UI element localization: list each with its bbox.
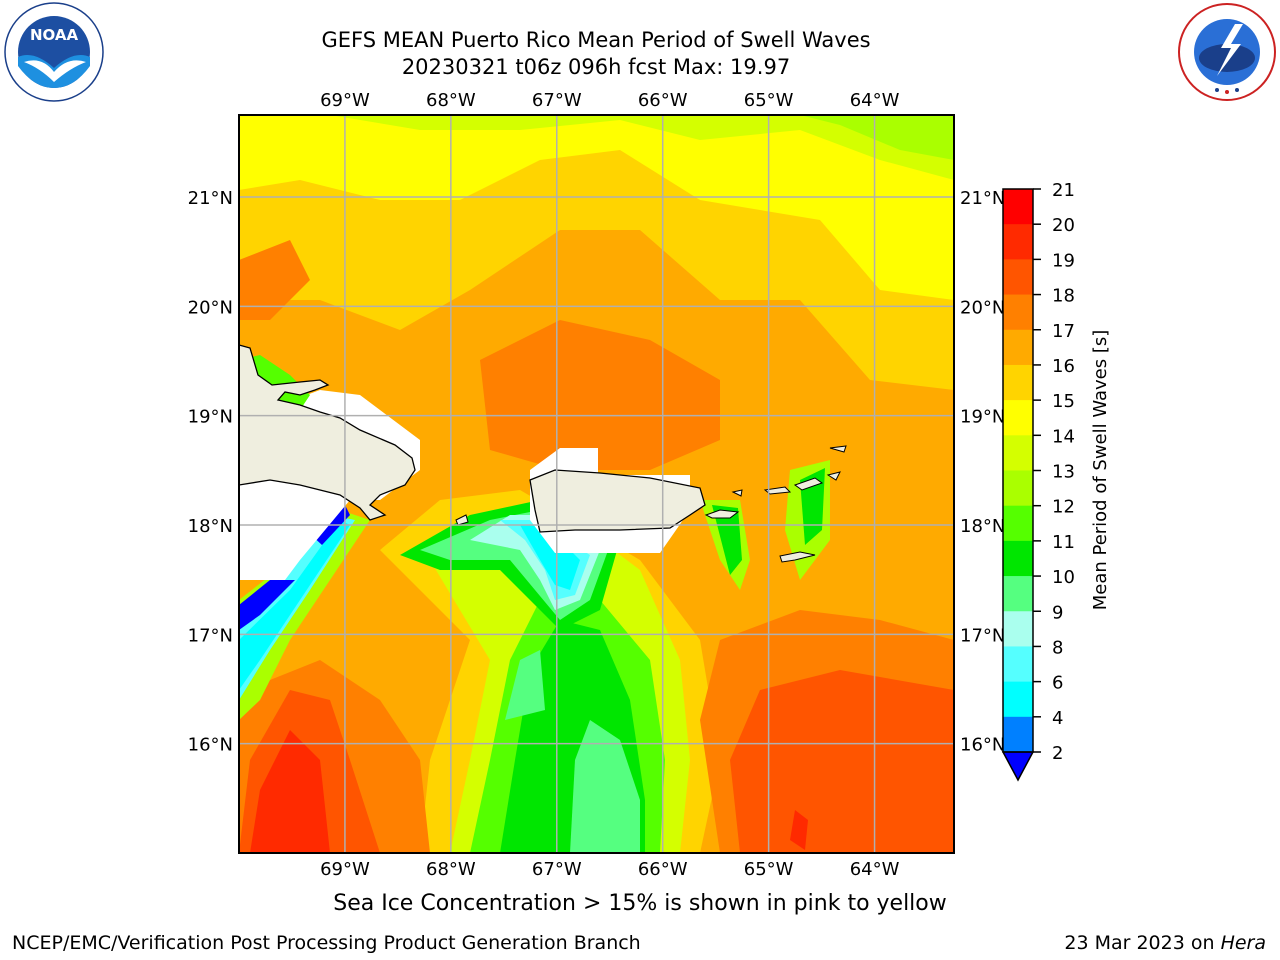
colorbar-tick-label: 11 xyxy=(1052,532,1075,553)
field-17-west xyxy=(239,240,310,320)
longitude-label: 66°W xyxy=(638,90,688,111)
footer-host: Hera xyxy=(1220,932,1266,954)
land-tortola xyxy=(793,477,824,491)
colorbar-tick-label: 13 xyxy=(1052,462,1075,483)
colorbar-tick-label: 4 xyxy=(1052,708,1063,729)
latitude-label: 16°N xyxy=(960,735,1005,756)
latitude-label: 18°N xyxy=(188,516,233,537)
field-17-core xyxy=(480,320,720,470)
colorbar-tick-label: 2 xyxy=(1052,743,1063,764)
colorbar-swatch xyxy=(1003,435,1033,471)
colorbar-tick-label: 20 xyxy=(1052,215,1075,236)
colorbar-swatch xyxy=(1003,716,1033,753)
land-vieques xyxy=(704,509,740,519)
chart-title: GEFS MEAN Puerto Rico Mean Period of Swe… xyxy=(321,28,871,52)
field-15-north xyxy=(239,115,954,300)
nws-logo xyxy=(1178,3,1276,101)
footer-branch: NCEP/EMC/Verification Post Processing Pr… xyxy=(12,932,641,954)
colorbar-swatch xyxy=(1003,470,1033,507)
colorbar-swatch xyxy=(1003,646,1033,683)
latitude-label: 16°N xyxy=(188,735,233,756)
colorbar-tick-label: 9 xyxy=(1052,602,1063,623)
field-10-south xyxy=(570,720,640,853)
swell-period-field xyxy=(239,115,954,853)
colorbar-extend-arrow xyxy=(1001,751,1035,782)
longitude-label: 65°W xyxy=(744,859,794,880)
colorbar-tick-label: 17 xyxy=(1052,321,1075,342)
latitude-label: 18°N xyxy=(960,516,1005,537)
gridlines xyxy=(239,115,954,853)
field-2-west xyxy=(239,580,295,630)
colorbar: 21 20 19 18 17 16 15 14 13 12 11 10 9 8 6 4 2 xyxy=(1001,180,1075,782)
colorbar-swatch xyxy=(1003,611,1033,647)
field-6-west xyxy=(239,520,350,690)
sea-ice-note: Sea Ice Concentration > 15% is shown in … xyxy=(333,891,947,916)
colorbar-swatch xyxy=(1003,400,1033,436)
land-culebra xyxy=(731,489,743,497)
map-frame xyxy=(238,114,955,854)
land-hispaniola xyxy=(239,344,416,521)
colorbar-tick-label: 18 xyxy=(1052,286,1075,307)
longitude-label: 69°W xyxy=(320,859,370,880)
colorbar-label: Mean Period of Swell Waves [s] xyxy=(1090,330,1111,611)
latitude-label: 21°N xyxy=(188,188,233,209)
longitude-label: 66°W xyxy=(638,859,688,880)
colorbar-tick-label: 6 xyxy=(1052,673,1063,694)
field-13-west xyxy=(239,510,370,720)
field-10-patch xyxy=(505,650,545,720)
colorbar-swatch xyxy=(1003,294,1033,331)
field-11-east xyxy=(712,505,742,575)
field-19-se xyxy=(790,810,808,850)
field-19-sw xyxy=(250,730,330,853)
colorbar-swatch xyxy=(1003,681,1033,718)
field-13-north xyxy=(800,115,954,160)
latitude-label: 19°N xyxy=(188,407,233,428)
longitude-label: 67°W xyxy=(532,90,582,111)
field-6-plume xyxy=(520,525,580,590)
colorbar-swatch xyxy=(1003,505,1033,542)
colorbar-swatch xyxy=(1003,259,1033,296)
colorbar-tick-label: 15 xyxy=(1052,391,1075,412)
colorbar-tick-label: 8 xyxy=(1052,637,1063,658)
colorbar-tick-label: 12 xyxy=(1052,497,1075,518)
chart-subtitle: 20230321 t06z 096h fcst Max: 19.97 xyxy=(401,55,791,79)
noaa-logo: NOAA xyxy=(4,2,104,102)
longitude-label: 68°W xyxy=(426,859,476,880)
footer-date: 23 Mar 2023 on Hera xyxy=(1064,932,1266,954)
latitude-label: 21°N xyxy=(960,188,1005,209)
colorbar-swatch xyxy=(1003,224,1033,260)
land-mona xyxy=(455,514,469,526)
longitude-label: 64°W xyxy=(850,90,900,111)
colorbar-tick-label: 16 xyxy=(1052,356,1075,377)
colorbar-tick-label: 21 xyxy=(1052,180,1075,201)
latitude-label: 20°N xyxy=(188,297,233,318)
latitude-label: 19°N xyxy=(960,407,1005,428)
field-8-west xyxy=(239,515,355,700)
colorbar-swatch xyxy=(1003,576,1033,612)
land-puerto-rico xyxy=(529,469,706,533)
colorbar-tick-label: 19 xyxy=(1052,250,1075,271)
colorbar-tick-label: 10 xyxy=(1052,567,1075,588)
colorbar-swatch xyxy=(1003,189,1033,225)
land-anegada xyxy=(826,471,841,481)
axis-labels: 69°W 69°W 68°W 68°W 67°W 67°W 66°W 66°W 65°W 65°W… xyxy=(188,90,1006,880)
land-small-island xyxy=(829,445,847,453)
colorbar-swatch xyxy=(1003,329,1033,366)
longitude-label: 69°W xyxy=(320,90,370,111)
footer-date-text: 23 Mar 2023 on xyxy=(1064,932,1221,954)
longitude-label: 65°W xyxy=(744,90,794,111)
land-st-croix xyxy=(779,551,816,563)
longitude-label: 68°W xyxy=(426,90,476,111)
colorbar-tick-label: 14 xyxy=(1052,426,1075,447)
field-18-se xyxy=(730,670,954,853)
noaa-logo-text: NOAA xyxy=(30,26,79,44)
latitude-label: 17°N xyxy=(188,625,233,646)
latitude-label: 20°N xyxy=(960,297,1005,318)
longitude-label: 67°W xyxy=(532,859,582,880)
latitude-label: 17°N xyxy=(960,625,1005,646)
colorbar-swatch xyxy=(1003,364,1033,401)
longitude-label: 64°W xyxy=(850,859,900,880)
colorbar-swatch xyxy=(1003,540,1033,577)
